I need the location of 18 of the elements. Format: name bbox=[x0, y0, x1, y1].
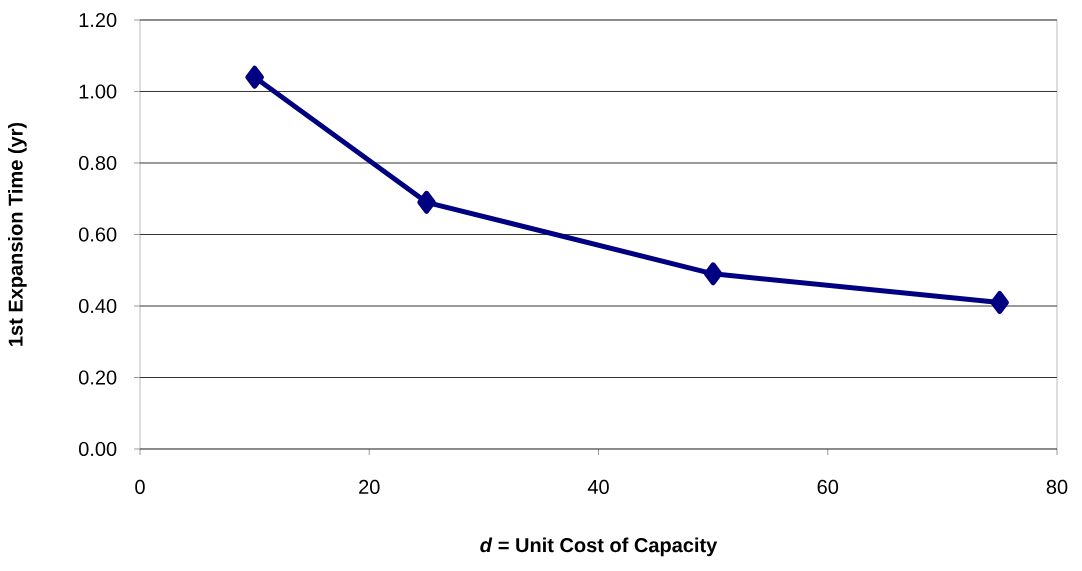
point bbox=[703, 262, 723, 286]
y-tick-label: 1.00 bbox=[79, 84, 117, 99]
x-tick-label: 40 bbox=[587, 479, 609, 495]
x-tick-label: 20 bbox=[359, 479, 380, 495]
point bbox=[417, 190, 436, 214]
y-tick-label: 0.60 bbox=[78, 227, 117, 242]
x-tick-label: 60 bbox=[817, 479, 839, 495]
y-tick-label: 1.20 bbox=[79, 12, 117, 28]
y-tick-label: 0.40 bbox=[78, 298, 117, 314]
x-axis-title: d = Unit Cost of Capacity bbox=[480, 537, 718, 557]
y-axis-title: 1st Expansion Time (yr) bbox=[8, 122, 27, 346]
point bbox=[245, 65, 264, 89]
x-tick-label: 0 bbox=[135, 479, 145, 495]
point bbox=[990, 290, 1009, 314]
y-tick-label: 0.00 bbox=[78, 441, 117, 457]
y-tick-label: 0.20 bbox=[78, 370, 117, 385]
x-tick-label: 80 bbox=[1046, 479, 1068, 495]
y-tick-label: 0.80 bbox=[78, 155, 117, 171]
